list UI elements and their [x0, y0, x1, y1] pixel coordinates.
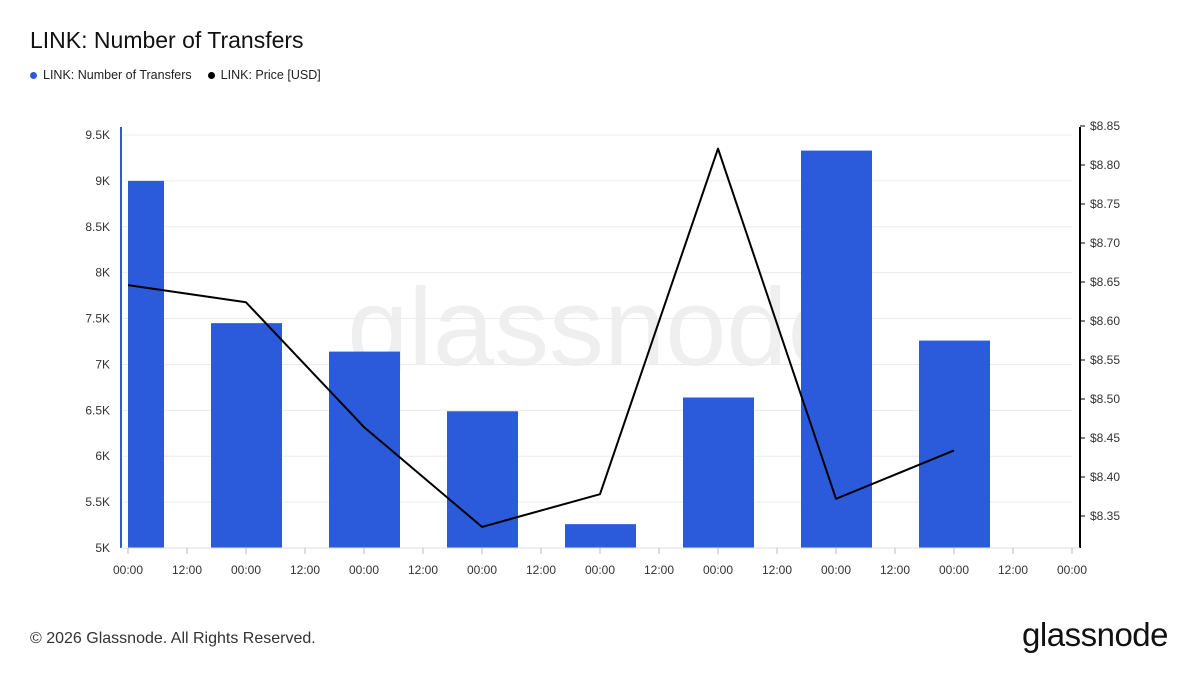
right-axis-tick-label: $8.55 — [1090, 353, 1120, 367]
left-axis-tick-label: 6K — [95, 449, 110, 463]
right-axis-tick-label: $8.75 — [1090, 197, 1120, 211]
x-axis-tick-label: 00:00 — [821, 563, 851, 577]
x-axis-tick-label: 12:00 — [880, 563, 910, 577]
price-line — [127, 147, 955, 528]
left-axis-tick-label: 6.5K — [85, 403, 110, 417]
left-axis-tick-label: 7.5K — [85, 312, 110, 326]
left-axis-tick-label: 9K — [95, 174, 110, 188]
left-axis-tick-label: 5K — [95, 541, 110, 555]
left-axis-tick-label: 5.5K — [85, 495, 110, 509]
transfer-bar — [683, 397, 754, 548]
transfer-bar — [565, 524, 636, 548]
legend: LINK: Number of Transfers LINK: Price [U… — [30, 68, 321, 82]
x-axis-tick-label: 00:00 — [585, 563, 615, 577]
x-axis-tick-label: 12:00 — [408, 563, 438, 577]
x-axis-tick-label: 00:00 — [467, 563, 497, 577]
copyright-footer: © 2026 Glassnode. All Rights Reserved. — [30, 630, 316, 647]
x-axis-tick-label: 12:00 — [644, 563, 674, 577]
right-axis-tick-label: $8.60 — [1090, 314, 1120, 328]
x-axis-tick-label: 12:00 — [526, 563, 556, 577]
right-axis-tick-label: $8.35 — [1090, 509, 1120, 523]
axes: 9.5K 9K 8.5K 8K 7.5K 7K 6.5K 6K 5.5K 5K $8.85 $8.80… — [85, 119, 1120, 577]
left-axis-tick-label: 7K — [95, 357, 110, 371]
right-axis-tick-label: $8.70 — [1090, 236, 1120, 250]
transfer-bar — [211, 323, 282, 548]
legend-dot-price — [207, 71, 215, 79]
right-axis-tick-label: $8.50 — [1090, 392, 1120, 406]
x-axis-tick-label: 12:00 — [290, 563, 320, 577]
x-axis-tick-label: 12:00 — [172, 563, 202, 577]
brand-logo: glassnode — [1022, 616, 1168, 653]
transfer-bar — [801, 150, 872, 548]
right-axis-tick-label: $8.65 — [1090, 275, 1120, 289]
right-axis-tick-label: $8.40 — [1090, 470, 1120, 484]
legend-label-transfers: LINK: Number of Transfers — [43, 68, 192, 82]
legend-item-transfers[interactable]: LINK: Number of Transfers — [30, 68, 192, 82]
chart-title: LINK: Number of Transfers — [30, 27, 304, 53]
left-axis-tick-label: 9.5K — [85, 128, 110, 142]
x-axis-tick-label: 00:00 — [703, 563, 733, 577]
transfer-bar — [919, 340, 990, 548]
x-axis-tick-label: 00:00 — [231, 563, 261, 577]
x-axis-tick-label: 12:00 — [998, 563, 1028, 577]
price-line-group — [127, 147, 955, 528]
transfer-bar — [128, 180, 164, 548]
transfer-bar — [447, 411, 518, 548]
watermark: glassnode — [347, 266, 849, 389]
legend-item-price[interactable]: LINK: Price [USD] — [207, 68, 321, 82]
legend-label-price: LINK: Price [USD] — [220, 68, 321, 82]
right-axis-tick-label: $8.45 — [1090, 431, 1120, 445]
transfer-bar — [329, 351, 400, 548]
legend-dot-transfers — [30, 71, 37, 79]
bars — [128, 150, 990, 548]
x-axis-tick-label: 00:00 — [1057, 563, 1087, 577]
right-axis-tick-label: $8.80 — [1090, 158, 1120, 172]
x-axis-tick-label: 12:00 — [762, 563, 792, 577]
x-axis-tick-label: 00:00 — [939, 563, 969, 577]
x-axis-tick-label: 00:00 — [349, 563, 379, 577]
left-axis-tick-label: 8.5K — [85, 220, 110, 234]
right-axis-tick-label: $8.85 — [1090, 119, 1120, 133]
left-axis-tick-label: 8K — [95, 266, 110, 280]
x-axis-tick-label: 00:00 — [113, 563, 143, 577]
